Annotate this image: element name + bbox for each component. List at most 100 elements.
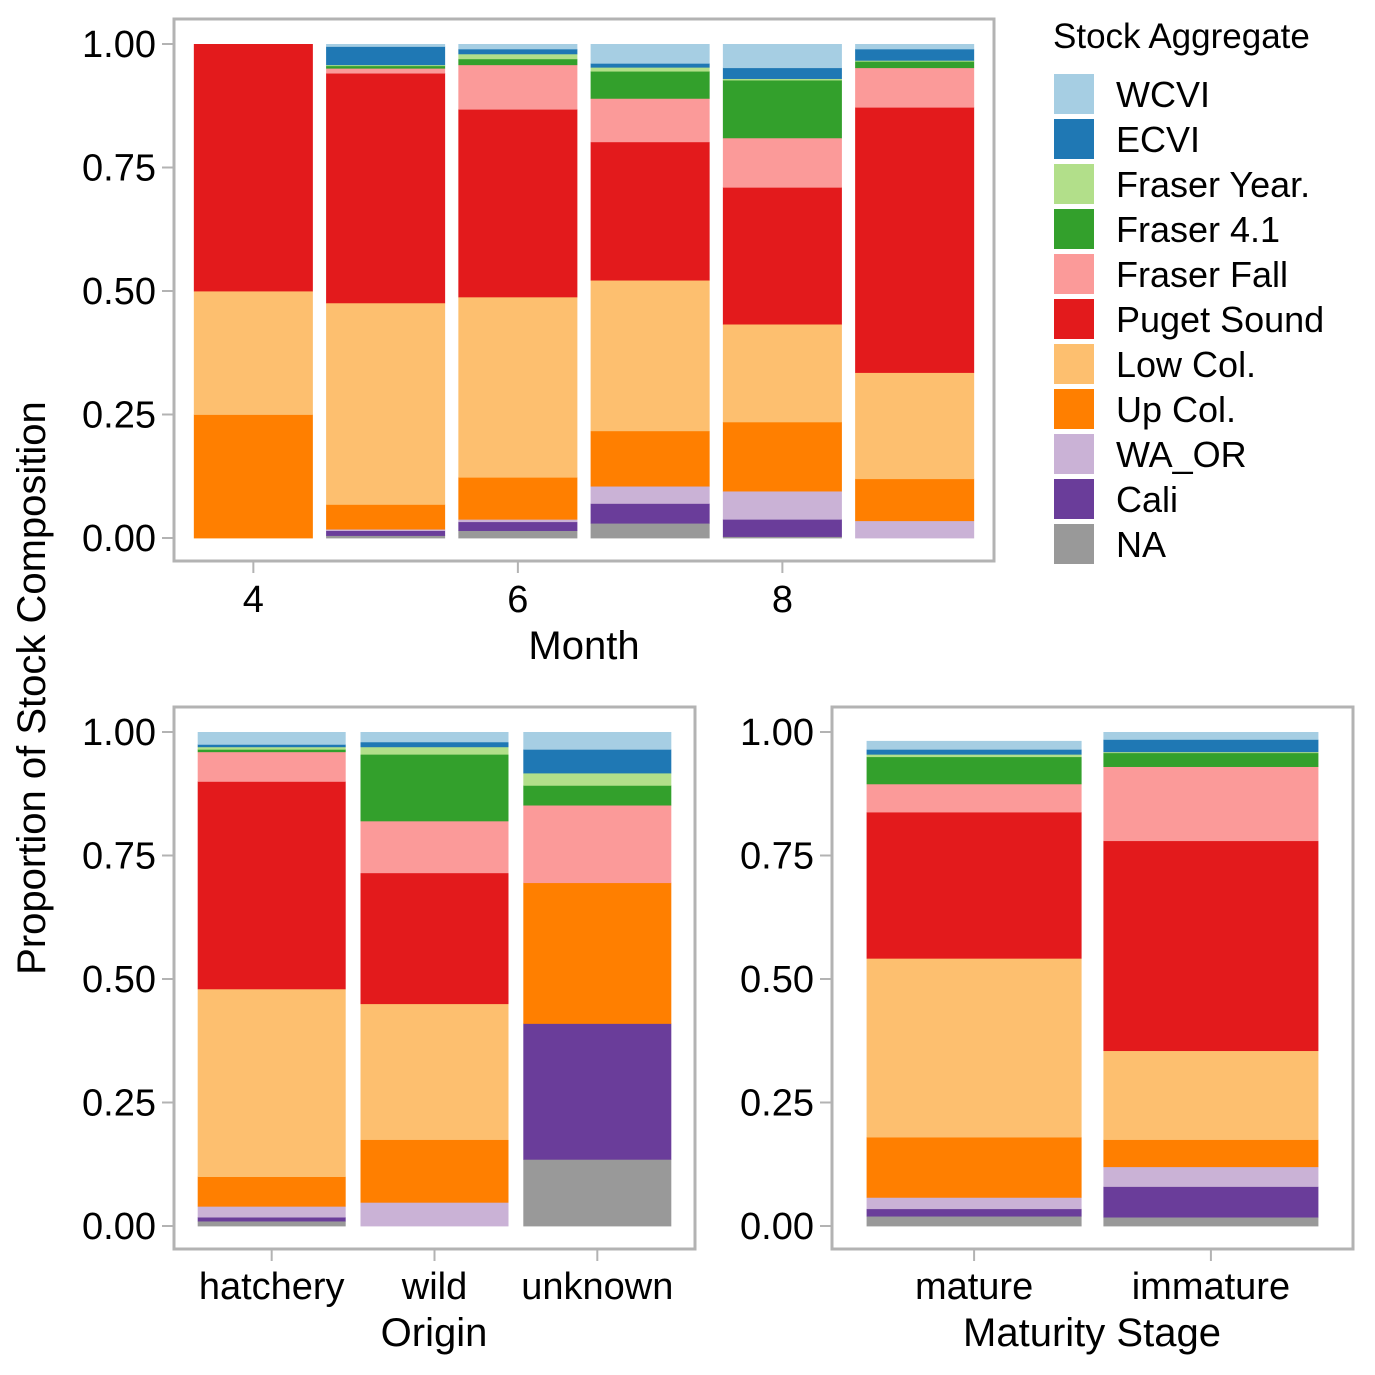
bar-segment-month-8-fraser-fall (722, 137, 842, 188)
bar-segment-maturity-mature-fraser-fall (866, 783, 1082, 813)
legend-swatch-ecvi (1054, 119, 1094, 159)
legend-label-na: NA (1116, 524, 1166, 565)
bar-segment-month-7-puget-sound (590, 141, 710, 281)
bar-segment-maturity-mature-cali (866, 1208, 1082, 1217)
maturity-y-tick-label: 0.00 (740, 1206, 814, 1248)
bar-segment-month-9-puget-sound (855, 107, 975, 373)
bar-segment-month-9-low-col (855, 372, 975, 480)
bar-segment-maturity-mature-up-col (866, 1137, 1082, 1198)
legend-label-fraser-4-1: Fraser 4.1 (1116, 209, 1280, 250)
bar-segment-month-6-fraser-4-1 (458, 58, 578, 66)
bar-segment-origin-unknown-ecvi (523, 749, 672, 774)
bar-segment-origin-hatchery-low-col (197, 988, 346, 1177)
legend-swatch-wcvi (1054, 74, 1094, 114)
bar-segment-month-9-ecvi (855, 48, 975, 61)
bar-segment-maturity-mature-low-col (866, 958, 1082, 1138)
maturity-y-tick-label: 0.50 (740, 959, 814, 1001)
bar-segment-maturity-mature-puget-sound (866, 812, 1082, 959)
bar-segment-month-5-fraser-4-1 (326, 65, 446, 69)
bar-segment-month-8-low-col (722, 324, 842, 423)
origin-x-tick-label: wild (401, 1266, 467, 1308)
month-y-tick-label: 1.00 (82, 24, 156, 66)
bar-segment-month-7-ecvi (590, 63, 710, 68)
bar-segment-origin-hatchery-ecvi (197, 744, 346, 748)
bar-segment-maturity-immature-ecvi (1103, 739, 1319, 753)
bar-segment-month-6-fraser-fall (458, 64, 578, 110)
bar-segment-month-4-low-col (193, 291, 313, 415)
maturity-panel-border (830, 705, 1355, 1251)
bar-segment-month-4-puget-sound (193, 44, 313, 292)
bar-segment-month-6-puget-sound (458, 109, 578, 298)
bar-segment-maturity-mature-fraser-4-1 (866, 756, 1082, 785)
origin-x-tick-label: hatchery (199, 1266, 345, 1308)
month-y-tick-label: 0.75 (82, 148, 156, 190)
maturity-x-axis-title: Maturity Stage (963, 1311, 1221, 1355)
origin-y-tick-label: 0.50 (82, 959, 156, 1001)
bar-segment-origin-unknown-fraser-year (523, 773, 672, 786)
bar-segment-month-8-cali (722, 519, 842, 537)
bar-segment-origin-hatchery-fraser-year (197, 746, 346, 750)
bar-segment-month-8-wa-or (722, 491, 842, 520)
legend-label-wcvi: WCVI (1116, 74, 1210, 115)
bar-segment-origin-wild-fraser-fall (360, 820, 509, 874)
bar-segment-origin-hatchery-up-col (197, 1176, 346, 1207)
bar-segment-month-7-cali (590, 503, 710, 524)
legend-swatch-na (1054, 524, 1094, 564)
origin-x-tick-label: unknown (521, 1266, 673, 1308)
legend-label-low-col: Low Col. (1116, 344, 1256, 385)
origin-y-tick-label: 0.25 (82, 1083, 156, 1125)
bar-segment-month-5-fraser-year (326, 64, 446, 67)
month-x-tick-label: 4 (243, 579, 264, 621)
maturity-x-tick-label: mature (915, 1266, 1033, 1308)
bar-segment-origin-hatchery-fraser-4-1 (197, 749, 346, 753)
legend-label-fraser-fall: Fraser Fall (1116, 254, 1288, 295)
bar-segment-maturity-immature-wcvi (1103, 732, 1319, 740)
bar-segment-origin-unknown-fraser-4-1 (523, 785, 672, 806)
maturity-bars (866, 732, 1319, 1227)
bar-segment-month-8-wcvi (722, 44, 842, 69)
legend-swatch-fraser-year (1054, 164, 1094, 204)
bar-segment-maturity-immature-fraser-year (1103, 751, 1319, 754)
bar-segment-maturity-immature-puget-sound (1103, 840, 1319, 1052)
bar-segment-origin-wild-ecvi (360, 741, 509, 748)
bar-segment-month-6-na (458, 530, 578, 539)
month-y-tick-label: 0.25 (82, 395, 156, 437)
origin-y-tick-label: 1.00 (82, 712, 156, 754)
bar-segment-month-7-na (590, 523, 710, 539)
bar-segment-month-7-wa-or (590, 486, 710, 504)
month-y-tick-label: 0.00 (82, 518, 156, 560)
month-panel-border (172, 17, 996, 563)
month-axis-ticks: 0.00 0.25 0.50 0.75 1.00 4 6 8 (82, 24, 793, 621)
bar-segment-origin-hatchery-wa-or (197, 1206, 346, 1218)
bar-segment-origin-wild-up-col (360, 1139, 509, 1203)
bar-segment-month-8-na (722, 536, 842, 539)
origin-y-tick-label: 0.00 (82, 1206, 156, 1248)
bar-segment-month-9-up-col (855, 478, 975, 522)
bar-segment-origin-hatchery-na (197, 1221, 346, 1227)
maturity-y-tick-label: 0.25 (740, 1083, 814, 1125)
bar-segment-origin-wild-fraser-year (360, 746, 509, 755)
maturity-y-tick-label: 1.00 (740, 712, 814, 754)
bar-segment-origin-unknown-na (523, 1159, 672, 1227)
legend-swatch-fraser-4-1 (1054, 209, 1094, 249)
origin-axis-ticks: 0.00 0.25 0.50 0.75 1.00 hatchery wild unknown (82, 712, 673, 1308)
legend-label-wa-or: WA_OR (1116, 434, 1247, 475)
bar-segment-month-6-low-col (458, 296, 578, 478)
origin-x-axis-title: Origin (381, 1311, 488, 1355)
legend-label-ecvi: ECVI (1116, 119, 1200, 160)
bar-segment-maturity-immature-up-col (1103, 1139, 1319, 1168)
bar-segment-origin-hatchery-wcvi (197, 732, 346, 745)
bar-segment-month-6-wcvi (458, 44, 578, 50)
bar-segment-month-7-wcvi (590, 44, 710, 64)
bar-segment-month-5-low-col (326, 302, 446, 505)
maturity-panel: 0.00 0.25 0.50 0.75 1.00 mature immature Matur… (740, 705, 1355, 1355)
bar-segment-month-7-fraser-fall (590, 98, 710, 143)
legend-label-up-col: Up Col. (1116, 389, 1236, 430)
bar-segment-month-6-fraser-year (458, 53, 578, 60)
month-x-tick-label: 8 (772, 579, 793, 621)
bar-segment-maturity-immature-fraser-4-1 (1103, 752, 1319, 767)
bar-segment-maturity-mature-na (866, 1216, 1082, 1227)
legend-swatch-puget-sound (1054, 299, 1094, 339)
